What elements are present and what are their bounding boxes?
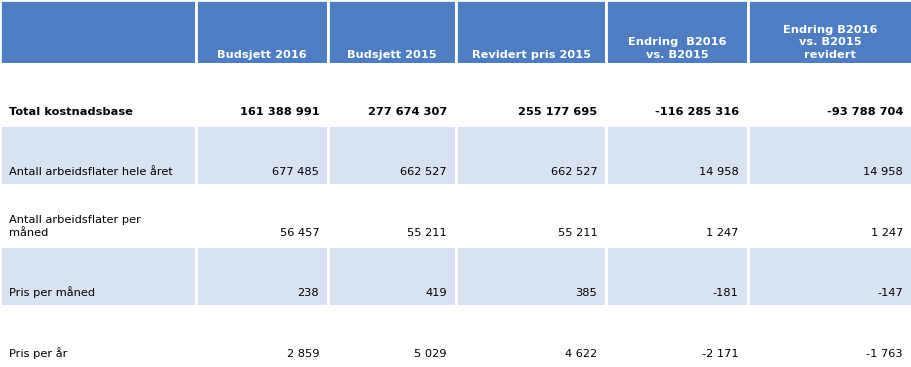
FancyBboxPatch shape <box>196 0 328 64</box>
FancyBboxPatch shape <box>196 246 328 306</box>
Text: -181: -181 <box>712 288 738 298</box>
Text: 677 485: 677 485 <box>272 167 319 177</box>
Text: Endring B2016
vs. B2015
revidert: Endring B2016 vs. B2015 revidert <box>782 25 876 60</box>
Text: -147: -147 <box>876 288 902 298</box>
Text: 161 388 991: 161 388 991 <box>240 107 319 117</box>
Text: 238: 238 <box>297 288 319 298</box>
FancyBboxPatch shape <box>456 306 606 367</box>
FancyBboxPatch shape <box>196 64 328 125</box>
FancyBboxPatch shape <box>606 306 747 367</box>
Text: 255 177 695: 255 177 695 <box>517 107 597 117</box>
FancyBboxPatch shape <box>328 306 456 367</box>
Text: Revidert pris 2015: Revidert pris 2015 <box>471 50 590 60</box>
FancyBboxPatch shape <box>0 125 196 185</box>
FancyBboxPatch shape <box>456 0 606 64</box>
FancyBboxPatch shape <box>328 185 456 246</box>
FancyBboxPatch shape <box>196 125 328 185</box>
FancyBboxPatch shape <box>328 125 456 185</box>
FancyBboxPatch shape <box>606 246 747 306</box>
FancyBboxPatch shape <box>606 64 747 125</box>
FancyBboxPatch shape <box>456 246 606 306</box>
FancyBboxPatch shape <box>0 306 196 367</box>
Text: 1 247: 1 247 <box>706 228 738 238</box>
FancyBboxPatch shape <box>606 0 747 64</box>
Text: Total kostnadsbase: Total kostnadsbase <box>9 107 133 117</box>
FancyBboxPatch shape <box>747 306 911 367</box>
FancyBboxPatch shape <box>456 185 606 246</box>
FancyBboxPatch shape <box>606 125 747 185</box>
Text: Budsjett 2015: Budsjett 2015 <box>347 50 436 60</box>
Text: 662 527: 662 527 <box>400 167 446 177</box>
FancyBboxPatch shape <box>747 64 911 125</box>
FancyBboxPatch shape <box>328 246 456 306</box>
FancyBboxPatch shape <box>747 125 911 185</box>
FancyBboxPatch shape <box>456 64 606 125</box>
Text: 5 029: 5 029 <box>414 349 446 359</box>
FancyBboxPatch shape <box>747 185 911 246</box>
Text: -2 171: -2 171 <box>701 349 738 359</box>
FancyBboxPatch shape <box>0 64 196 125</box>
Text: 55 211: 55 211 <box>406 228 446 238</box>
Text: 56 457: 56 457 <box>280 228 319 238</box>
FancyBboxPatch shape <box>747 0 911 64</box>
Text: 385: 385 <box>575 288 597 298</box>
Text: 662 527: 662 527 <box>550 167 597 177</box>
Text: Endring  B2016
vs. B2015: Endring B2016 vs. B2015 <box>627 37 726 60</box>
Text: 4 622: 4 622 <box>565 349 597 359</box>
Text: 2 859: 2 859 <box>286 349 319 359</box>
Text: Pris per år: Pris per år <box>9 347 67 359</box>
Text: 55 211: 55 211 <box>557 228 597 238</box>
Text: 14 958: 14 958 <box>862 167 902 177</box>
Text: Budsjett 2016: Budsjett 2016 <box>217 50 307 60</box>
FancyBboxPatch shape <box>328 0 456 64</box>
FancyBboxPatch shape <box>606 185 747 246</box>
FancyBboxPatch shape <box>196 185 328 246</box>
Text: -1 763: -1 763 <box>865 349 902 359</box>
FancyBboxPatch shape <box>747 246 911 306</box>
Text: 277 674 307: 277 674 307 <box>367 107 446 117</box>
FancyBboxPatch shape <box>0 185 196 246</box>
Text: Antall arbeidsflater per
måned: Antall arbeidsflater per måned <box>9 215 141 238</box>
Text: -93 788 704: -93 788 704 <box>825 107 902 117</box>
FancyBboxPatch shape <box>328 64 456 125</box>
FancyBboxPatch shape <box>0 246 196 306</box>
FancyBboxPatch shape <box>0 0 196 64</box>
Text: Pris per måned: Pris per måned <box>9 287 95 298</box>
Text: 419: 419 <box>425 288 446 298</box>
FancyBboxPatch shape <box>456 125 606 185</box>
Text: 14 958: 14 958 <box>698 167 738 177</box>
Text: -116 285 316: -116 285 316 <box>654 107 738 117</box>
Text: 1 247: 1 247 <box>870 228 902 238</box>
Text: Antall arbeidsflater hele året: Antall arbeidsflater hele året <box>9 167 173 177</box>
FancyBboxPatch shape <box>196 306 328 367</box>
